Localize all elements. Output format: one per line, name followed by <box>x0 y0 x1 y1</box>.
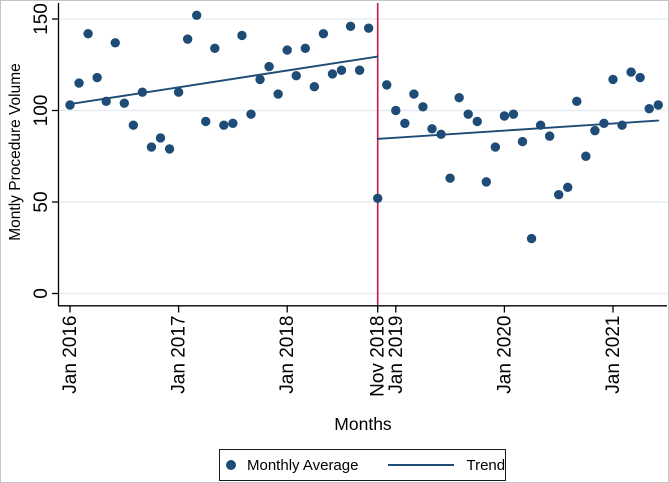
scatter-point <box>391 105 401 116</box>
scatter-point <box>563 182 573 193</box>
scatter-point <box>92 72 102 83</box>
scatter-point <box>572 96 582 107</box>
scatter-point <box>400 118 410 129</box>
scatter-point <box>517 136 528 147</box>
scatter-point <box>373 193 383 204</box>
scatter-point <box>137 87 148 97</box>
scatter-point <box>490 142 501 152</box>
scatter-point <box>481 177 491 187</box>
scatter-point <box>644 103 654 114</box>
scatter-point <box>526 233 537 244</box>
y-tick-label: 100 <box>31 95 52 127</box>
scatter-point <box>499 111 510 121</box>
scatter-point <box>418 102 428 112</box>
legend-marker-dot-icon <box>226 460 236 470</box>
scatter-point <box>246 109 256 119</box>
scatter-point <box>345 21 356 32</box>
y-tick-label: 150 <box>31 3 52 35</box>
scatter-point <box>581 151 591 161</box>
x-tick-label: Jan 2021 <box>603 316 624 394</box>
x-axis-title: Months <box>334 414 392 434</box>
scatter-point <box>508 109 519 119</box>
scatter-point <box>119 98 129 108</box>
x-tick-label: Jan 2017 <box>169 316 190 394</box>
scatter-point <box>336 65 347 75</box>
scatter-point <box>445 173 455 183</box>
x-tick-label: Jan 2020 <box>494 316 515 394</box>
scatter-point <box>155 133 166 143</box>
scatter-point <box>182 34 193 44</box>
scatter-point <box>327 69 338 79</box>
scatter-point <box>210 43 220 53</box>
scatter-point <box>228 118 238 129</box>
scatter-point <box>237 30 247 41</box>
legend: Monthly Average Trend <box>219 449 506 481</box>
scatter-point <box>635 72 645 83</box>
scatter-point <box>74 78 84 88</box>
scatter-point <box>173 87 184 97</box>
pre-trend-line <box>69 55 379 106</box>
x-tick-label: Jan 2018 <box>277 316 298 394</box>
scatter-point <box>626 67 636 77</box>
scatter-point <box>128 120 139 130</box>
scatter-point <box>83 28 93 39</box>
scatter-point <box>282 45 292 55</box>
scatter-point <box>255 74 265 85</box>
scatter-point <box>544 131 555 141</box>
scatter-point <box>617 120 627 130</box>
scatter-point <box>65 100 75 110</box>
scatter-point <box>363 23 374 33</box>
scatter-point <box>110 38 120 48</box>
scatter-point <box>463 109 473 119</box>
scatter-point <box>590 125 600 136</box>
scatter-point <box>354 65 365 75</box>
scatter-point <box>101 96 111 107</box>
scatter-point <box>608 74 618 85</box>
scatter-point <box>146 142 157 152</box>
legend-line-sample-icon <box>388 464 455 466</box>
scatter-point <box>219 120 229 130</box>
scatter-point <box>454 92 464 103</box>
scatter-point <box>427 124 437 134</box>
scatter-point <box>291 71 301 81</box>
scatter-point <box>192 10 202 21</box>
y-tick-label: 0 <box>31 288 52 299</box>
scatter-point <box>472 116 482 127</box>
scatter-point <box>201 116 211 127</box>
x-tick-label: Jan 2016 <box>60 316 81 394</box>
scatter-point <box>535 120 546 130</box>
post-trend-line <box>376 119 660 140</box>
scatter-point <box>599 118 609 129</box>
y-axis-title: Montly Procedure Volume <box>7 63 24 240</box>
legend-label-trend: Trend <box>466 456 506 474</box>
scatter-point <box>273 89 283 99</box>
scatter-point <box>318 28 329 39</box>
scatter-point <box>309 82 320 92</box>
scatter-point <box>164 144 175 154</box>
x-tick-label: Nov 2018 <box>368 316 389 397</box>
scatter-point <box>554 189 564 200</box>
x-tick-label: Jan 2019 <box>386 316 407 394</box>
legend-label-monthly-average: Monthly Average <box>247 456 359 474</box>
scatter-point <box>436 129 446 139</box>
scatter-point <box>382 80 392 90</box>
scatter-point <box>300 43 310 53</box>
y-tick-label: 50 <box>31 191 52 212</box>
scatter-point <box>264 61 274 72</box>
scatter-point <box>409 89 419 99</box>
scatter-point <box>653 100 663 110</box>
